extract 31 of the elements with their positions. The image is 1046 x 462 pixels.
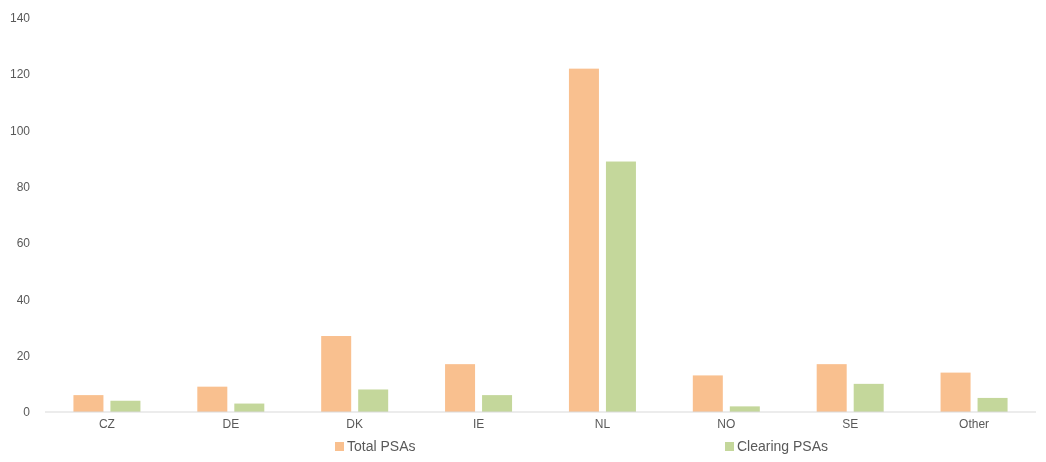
x-tick-label: DE <box>222 417 240 431</box>
y-tick-label: 40 <box>16 292 31 307</box>
x-tick-label: CZ <box>98 417 115 431</box>
bar <box>358 389 389 412</box>
bar <box>445 364 476 412</box>
y-tick-label: 140 <box>9 11 31 26</box>
y-tick-label: 20 <box>16 348 31 363</box>
x-tick-label: NO <box>717 417 736 431</box>
bar <box>853 383 884 412</box>
bar <box>692 375 723 412</box>
y-tick-label: 60 <box>16 236 31 251</box>
y-tick-label: 0 <box>23 405 31 420</box>
x-tick-label: NL <box>594 417 611 431</box>
legend-label: Clearing PSAs <box>737 438 829 454</box>
bar <box>816 364 847 412</box>
x-tick-label: SE <box>842 417 859 431</box>
bar <box>605 161 636 412</box>
x-tick-label: Other <box>959 417 990 431</box>
y-tick-label: 80 <box>16 180 31 195</box>
bar <box>568 68 599 412</box>
bar <box>482 395 513 412</box>
y-tick-label: 100 <box>9 123 31 138</box>
bar <box>73 395 104 412</box>
bar <box>197 386 228 412</box>
x-tick-label: DK <box>346 417 364 431</box>
legend-label: Total PSAs <box>347 438 416 454</box>
y-tick-label: 120 <box>9 67 31 82</box>
x-tick-label: IE <box>472 417 485 431</box>
bar <box>977 397 1008 412</box>
bar <box>321 336 352 412</box>
bar <box>940 372 971 412</box>
